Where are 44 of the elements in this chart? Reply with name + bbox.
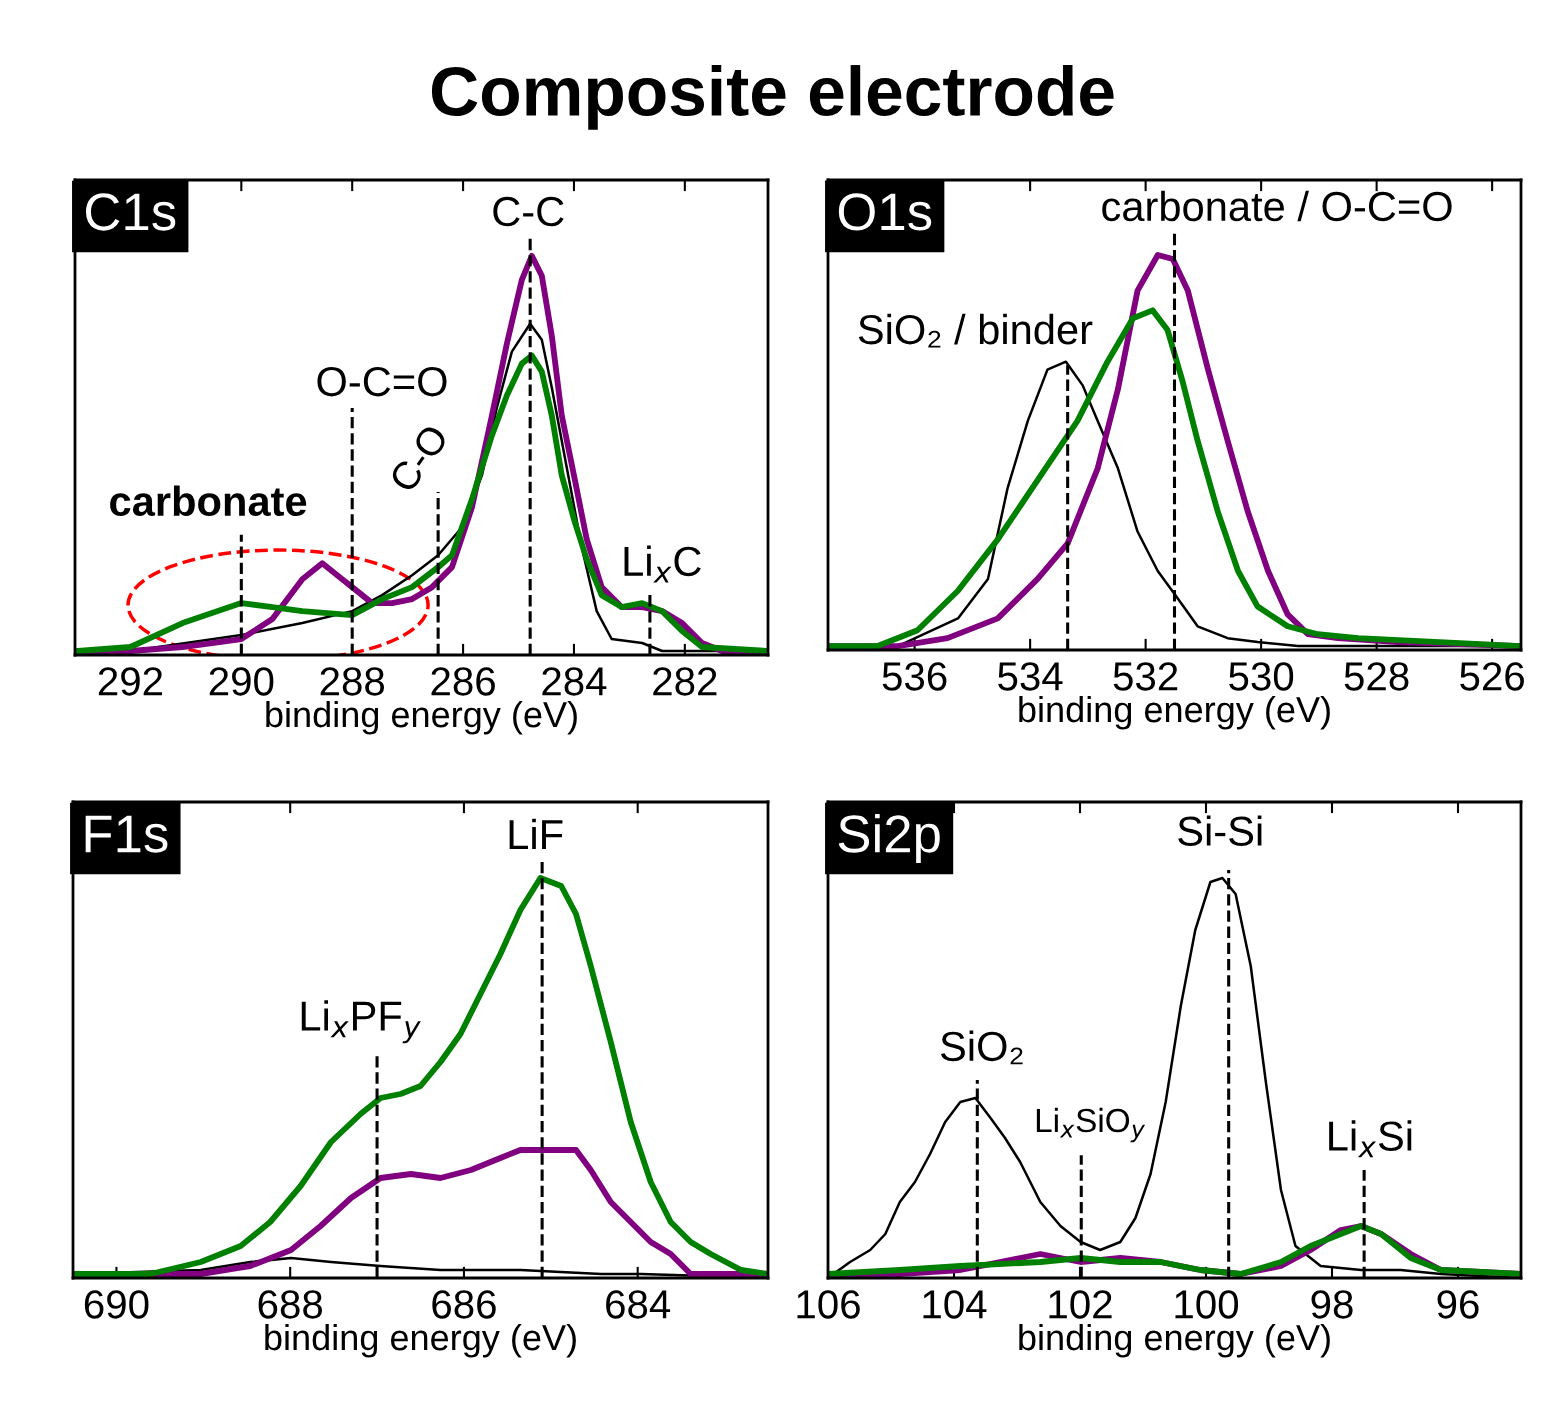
- x-tick-label: 102: [1049, 1290, 1112, 1319]
- x-axis-title: binding energy (eV): [265, 1323, 576, 1358]
- ref-line-label: Li$_{x}$C: [624, 545, 701, 583]
- x-tick-label: 290: [209, 667, 274, 696]
- chart-subtitle: C1s: [86, 193, 176, 231]
- chart-subtitle: Si2p: [838, 813, 940, 864]
- ref-line-label: O-C=O: [317, 366, 447, 397]
- x-tick-label: 288: [320, 667, 385, 696]
- x-tick-label: 100: [1175, 1290, 1239, 1319]
- x-tick-label: 530: [1229, 662, 1294, 691]
- x-axis-title: binding energy (eV): [266, 700, 577, 735]
- x-tick-label: 286: [431, 667, 495, 696]
- x-tick-label: 292: [98, 667, 163, 696]
- x-tick-label: 96: [1437, 1290, 1479, 1319]
- x-tick-label: 532: [1113, 662, 1178, 691]
- x-tick-label: 686: [432, 1290, 496, 1319]
- ref-line-label: carbonate / O-C=O: [1102, 190, 1452, 222]
- chart-subtitle: F1s: [85, 815, 168, 853]
- ref-line-label: Li$_{x}$SiO$_{y}$: [1036, 1107, 1146, 1143]
- x-tick-label: 526: [1460, 662, 1524, 691]
- chart-subtitle: O1s: [838, 193, 932, 231]
- x-tick-label: 282: [653, 667, 717, 696]
- ref-line-label: SiO₂ / binder: [858, 313, 1093, 348]
- x-tick-label: 684: [606, 1290, 671, 1319]
- ref-line-label: C-O: [388, 422, 450, 494]
- ref-line-label: carbonate: [110, 485, 307, 517]
- x-tick-label: 528: [1344, 662, 1409, 691]
- x-tick-label: 104: [923, 1290, 987, 1319]
- chart-title: Composite electrode: [431, 65, 1114, 130]
- x-tick-label: 690: [84, 1290, 149, 1319]
- ref-line-label: Si-Si: [1178, 815, 1262, 847]
- x-tick-label: 98: [1311, 1290, 1353, 1319]
- ref-line-label: LiF: [509, 818, 563, 849]
- x-axis-title: binding energy (eV): [1019, 695, 1330, 730]
- x-tick-label: 106: [797, 1290, 860, 1319]
- ref-line-label: SiO₂: [940, 1030, 1023, 1065]
- ref-line-label: C-C: [493, 196, 564, 227]
- x-axis-title: binding energy (eV): [1019, 1323, 1330, 1358]
- ref-line-label: Li$_{x}$PF$_{y}$: [301, 1000, 421, 1044]
- x-tick-label: 534: [998, 662, 1063, 691]
- x-tick-label: 688: [258, 1290, 323, 1319]
- ref-line-label: Li$_{x}$Si: [1329, 1120, 1412, 1158]
- x-tick-label: 536: [882, 662, 947, 691]
- x-tick-label: 284: [542, 667, 607, 696]
